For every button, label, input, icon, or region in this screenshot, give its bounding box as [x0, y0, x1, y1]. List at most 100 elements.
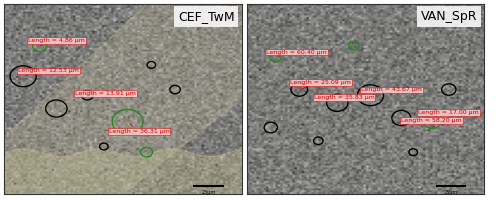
- Point: [354, 173, 362, 176]
- Point: [118, 69, 126, 72]
- Point: [331, 85, 339, 88]
- Point: [440, 76, 448, 79]
- Point: [470, 134, 478, 137]
- Point: [389, 33, 397, 36]
- Point: [395, 117, 403, 120]
- Point: [431, 51, 439, 54]
- Point: [203, 74, 211, 77]
- Point: [334, 16, 342, 19]
- Point: [90, 91, 98, 94]
- Point: [136, 150, 143, 153]
- Point: [208, 45, 216, 48]
- Point: [56, 149, 64, 152]
- Point: [273, 94, 281, 97]
- Point: [199, 18, 207, 21]
- Point: [176, 179, 184, 182]
- Point: [379, 28, 387, 31]
- Point: [320, 7, 328, 10]
- Point: [87, 100, 95, 103]
- Text: VAN_SpR: VAN_SpR: [421, 10, 478, 23]
- Point: [388, 122, 396, 125]
- Point: [362, 6, 370, 10]
- Point: [251, 132, 259, 135]
- Point: [399, 52, 407, 55]
- Point: [311, 94, 319, 97]
- Point: [229, 41, 237, 44]
- Point: [36, 105, 44, 108]
- Point: [142, 90, 150, 93]
- Point: [184, 144, 192, 147]
- Point: [208, 83, 216, 86]
- Point: [132, 47, 140, 51]
- Point: [189, 129, 197, 132]
- Point: [324, 145, 332, 148]
- Point: [216, 152, 224, 155]
- Point: [165, 108, 173, 111]
- Point: [342, 106, 349, 109]
- Point: [117, 82, 125, 85]
- Point: [428, 45, 436, 48]
- Point: [366, 110, 374, 114]
- Point: [98, 138, 106, 141]
- Point: [322, 142, 330, 145]
- Point: [430, 46, 438, 49]
- Point: [262, 43, 270, 46]
- Point: [192, 97, 200, 100]
- Point: [326, 49, 334, 52]
- Text: Length = 25.09 μm: Length = 25.09 μm: [290, 80, 350, 89]
- Point: [260, 110, 268, 114]
- Point: [112, 113, 120, 116]
- Point: [143, 97, 151, 100]
- Point: [274, 29, 281, 32]
- Point: [213, 180, 221, 183]
- Point: [454, 46, 462, 49]
- Point: [75, 46, 83, 49]
- Point: [50, 146, 58, 149]
- Point: [60, 153, 68, 156]
- Point: [100, 109, 108, 112]
- Point: [428, 51, 436, 55]
- Point: [254, 43, 262, 47]
- Point: [334, 153, 342, 156]
- Text: Length = 43.67 μm: Length = 43.67 μm: [361, 87, 422, 95]
- Point: [380, 56, 388, 59]
- Point: [280, 97, 288, 101]
- Point: [222, 58, 230, 62]
- Point: [96, 58, 104, 61]
- Point: [130, 136, 138, 139]
- Point: [389, 130, 397, 133]
- Point: [322, 17, 330, 20]
- Point: [412, 40, 420, 43]
- Point: [49, 168, 57, 171]
- Point: [183, 100, 191, 103]
- Point: [222, 80, 230, 83]
- Point: [376, 117, 384, 120]
- Point: [466, 32, 473, 36]
- Point: [196, 63, 203, 66]
- Point: [16, 43, 24, 46]
- Point: [198, 25, 205, 28]
- Point: [258, 30, 266, 33]
- Point: [116, 72, 124, 75]
- Point: [401, 9, 409, 12]
- Point: [310, 69, 318, 73]
- Point: [174, 173, 182, 176]
- Point: [360, 27, 368, 30]
- Point: [354, 156, 362, 159]
- Point: [120, 163, 128, 166]
- Point: [464, 96, 472, 99]
- Point: [168, 72, 176, 76]
- Point: [60, 39, 68, 42]
- Point: [11, 182, 19, 185]
- Point: [356, 119, 364, 122]
- Point: [302, 90, 310, 93]
- Point: [374, 88, 382, 91]
- Point: [368, 131, 376, 134]
- Point: [56, 8, 64, 11]
- Point: [443, 137, 451, 140]
- Point: [249, 9, 257, 12]
- Point: [464, 74, 471, 77]
- Point: [33, 44, 41, 48]
- Point: [73, 38, 81, 41]
- Point: [268, 121, 276, 124]
